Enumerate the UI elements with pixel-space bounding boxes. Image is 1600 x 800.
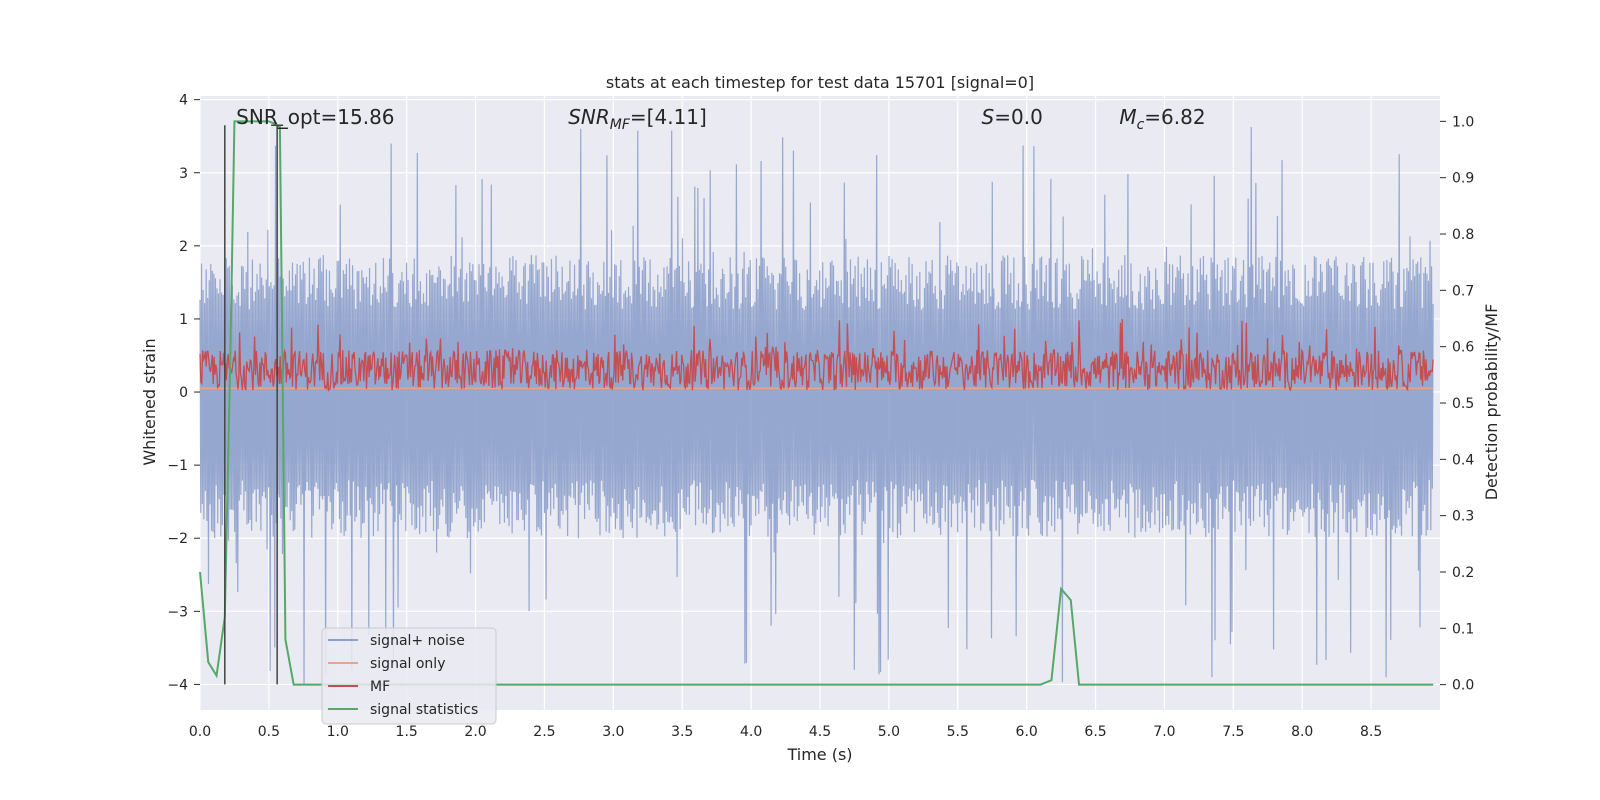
x-tick-label: 2.0 (464, 724, 486, 740)
y-left-tick-label: 0 (179, 385, 188, 401)
legend-label-0: signal+ noise (370, 633, 465, 649)
legend-label-2: MF (370, 679, 390, 695)
x-tick-label: 1.5 (396, 724, 418, 740)
y-right-tick-label: 0.2 (1452, 565, 1474, 581)
y-right-tick-label: 1.0 (1452, 114, 1474, 130)
x-axis-ticks: 0.0 0.5 1.0 1.5 2.0 2.5 3.0 3.5 4.0 4.5 5.0 5.5 6.0 6… (189, 724, 1382, 740)
x-tick-label: 2.5 (533, 724, 555, 740)
x-tick-label: 0.0 (189, 724, 211, 740)
left-y-axis-title: Whitened strain (140, 338, 159, 465)
right-y-axis-title: Detection probability/MF (1482, 304, 1501, 501)
x-tick-label: 3.5 (671, 724, 693, 740)
y-left-tick-label: −1 (167, 458, 188, 474)
y-left-tick-label: 3 (179, 166, 188, 182)
annotation-s: S=0.0 (982, 105, 1043, 129)
left-y-axis-ticks: −4 −3 −2 −1 0 1 2 3 4 (167, 93, 200, 693)
y-right-tick-label: 0.7 (1452, 283, 1474, 299)
x-tick-label: 8.5 (1360, 724, 1382, 740)
y-right-tick-label: 0.8 (1452, 227, 1474, 243)
y-right-tick-label: 0.6 (1452, 340, 1474, 356)
x-axis-title: Time (s) (786, 745, 852, 764)
x-tick-label: 1.0 (327, 724, 349, 740)
x-tick-label: 3.0 (602, 724, 624, 740)
annotation-snr-mf-sub: MF (610, 117, 631, 133)
x-tick-label: 6.5 (1084, 724, 1106, 740)
x-tick-label: 4.0 (740, 724, 762, 740)
y-right-tick-label: 0.1 (1452, 621, 1474, 637)
y-left-tick-label: 1 (179, 312, 188, 328)
y-right-tick-label: 0.9 (1452, 171, 1474, 187)
annotation-s-rest: =0.0 (994, 105, 1043, 129)
y-left-tick-label: −3 (167, 604, 188, 620)
y-left-tick-label: −2 (167, 531, 188, 547)
annotation-snr-mf-rest: =[4.11] (630, 105, 707, 129)
y-right-tick-label: 0.0 (1452, 678, 1474, 694)
y-left-tick-label: 4 (179, 93, 188, 109)
x-tick-label: 8.0 (1291, 724, 1313, 740)
series-mf (199, 318, 1434, 392)
annotation-mc-main: M (1119, 105, 1136, 129)
series-signal-noise (199, 126, 1434, 684)
y-left-tick-label: −4 (167, 677, 188, 693)
x-tick-label: 5.5 (947, 724, 969, 740)
x-tick-label: 0.5 (258, 724, 280, 740)
x-tick-label: 7.5 (1222, 724, 1244, 740)
right-y-axis-ticks: 0.0 0.1 0.2 0.3 0.4 0.5 0.6 0.7 0.8 0.9 1.0 (1440, 114, 1474, 694)
annotations: SNR_opt=15.86 SNRMF=[4.11] S=0.0 Mc=6.82 (236, 105, 1205, 133)
x-tick-label: 5.0 (878, 724, 900, 740)
annotation-mc-sub: c (1137, 117, 1145, 133)
legend: signal+ noise signal only MF signal statist… (321, 627, 497, 725)
y-right-tick-label: 0.3 (1452, 509, 1474, 525)
vertical-markers (224, 124, 284, 685)
y-right-tick-label: 0.4 (1452, 452, 1474, 468)
x-tick-label: 4.5 (809, 724, 831, 740)
annotation-s-main: S (982, 105, 995, 129)
annotation-mc: Mc=6.82 (1119, 105, 1205, 133)
x-tick-label: 6.0 (1016, 724, 1038, 740)
y-left-tick-label: 2 (179, 239, 188, 255)
chart-title: stats at each timestep for test data 157… (606, 73, 1034, 92)
x-tick-label: 7.0 (1153, 724, 1175, 740)
annotation-mc-rest: =6.82 (1144, 105, 1205, 129)
annotation-snr-mf-main: SNR (568, 105, 610, 129)
legend-box (321, 627, 497, 725)
legend-label-1: signal only (370, 656, 445, 672)
legend-label-3: signal statistics (370, 702, 478, 718)
y-right-tick-label: 0.5 (1452, 396, 1474, 412)
annotation-snr-opt-main: SNR_opt=15.86 (236, 105, 394, 129)
annotation-snr-mf: SNRMF=[4.11] (568, 105, 707, 133)
annotation-snr-opt: SNR_opt=15.86 (236, 105, 394, 129)
